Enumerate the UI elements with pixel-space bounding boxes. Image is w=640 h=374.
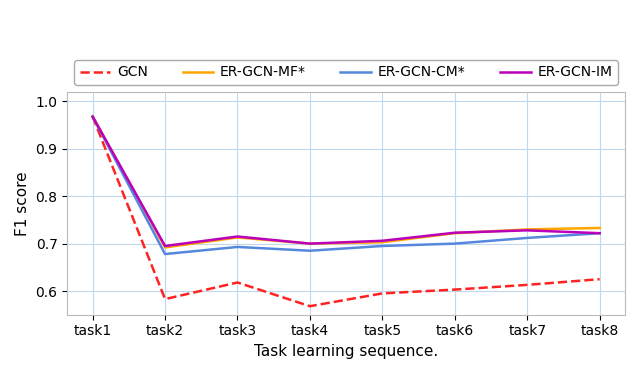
X-axis label: Task learning sequence.: Task learning sequence. <box>254 344 438 359</box>
Line: ER-GCN-MF*: ER-GCN-MF* <box>93 117 600 248</box>
GCN <box>596 277 604 281</box>
ER-GCN-CM* <box>451 241 459 246</box>
ER-GCN-IM <box>524 228 531 233</box>
Line: GCN: GCN <box>93 117 600 306</box>
ER-GCN-IM <box>378 239 386 243</box>
ER-GCN-CM* <box>524 236 531 240</box>
ER-GCN-CM* <box>378 244 386 248</box>
ER-GCN-CM* <box>596 231 604 236</box>
GCN <box>524 283 531 287</box>
ER-GCN-MF* <box>451 231 459 236</box>
ER-GCN-MF* <box>524 227 531 232</box>
ER-GCN-MF* <box>378 240 386 245</box>
ER-GCN-MF* <box>306 241 314 246</box>
ER-GCN-IM <box>234 234 241 239</box>
GCN <box>378 291 386 295</box>
ER-GCN-MF* <box>161 245 169 250</box>
GCN <box>234 280 241 285</box>
ER-GCN-IM <box>596 231 604 236</box>
ER-GCN-IM <box>451 230 459 235</box>
Line: ER-GCN-CM*: ER-GCN-CM* <box>93 117 600 254</box>
ER-GCN-MF* <box>89 114 97 119</box>
ER-GCN-CM* <box>234 245 241 249</box>
ER-GCN-MF* <box>596 226 604 230</box>
GCN <box>89 114 97 119</box>
GCN <box>306 304 314 309</box>
ER-GCN-CM* <box>161 252 169 256</box>
ER-GCN-IM <box>161 244 169 248</box>
Y-axis label: F1 score: F1 score <box>15 171 30 236</box>
ER-GCN-MF* <box>234 235 241 240</box>
ER-GCN-CM* <box>89 114 97 119</box>
Line: ER-GCN-IM: ER-GCN-IM <box>93 117 600 246</box>
ER-GCN-IM <box>89 114 97 119</box>
GCN <box>161 297 169 301</box>
GCN <box>451 287 459 292</box>
ER-GCN-IM <box>306 241 314 246</box>
ER-GCN-CM* <box>306 248 314 253</box>
Legend: GCN, ER-GCN-MF*, ER-GCN-CM*, ER-GCN-IM: GCN, ER-GCN-MF*, ER-GCN-CM*, ER-GCN-IM <box>74 60 618 85</box>
